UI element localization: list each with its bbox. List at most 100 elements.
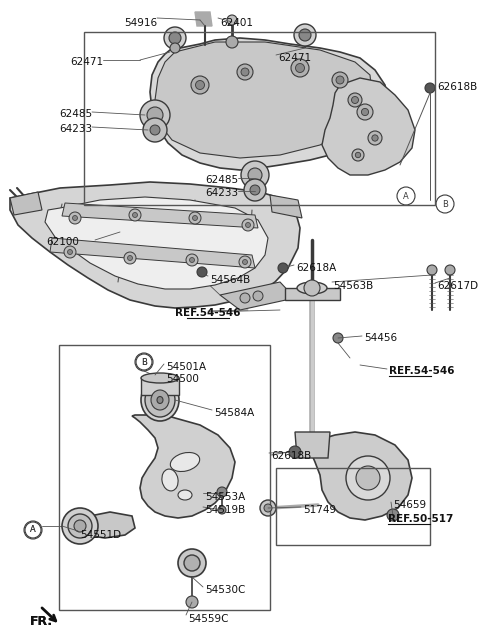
Circle shape <box>237 64 253 80</box>
Circle shape <box>291 59 309 77</box>
Text: 62100: 62100 <box>46 237 79 247</box>
Text: 62471: 62471 <box>70 57 103 67</box>
Bar <box>84 32 435 205</box>
Text: 64233: 64233 <box>205 188 238 198</box>
Circle shape <box>332 72 348 88</box>
Circle shape <box>240 293 250 303</box>
Circle shape <box>186 596 198 608</box>
Circle shape <box>245 222 251 227</box>
Circle shape <box>241 161 269 189</box>
Text: 54564B: 54564B <box>210 275 250 285</box>
Circle shape <box>368 131 382 145</box>
Circle shape <box>128 256 132 261</box>
Circle shape <box>289 446 301 458</box>
Text: 54551D: 54551D <box>80 530 121 540</box>
Polygon shape <box>50 238 255 268</box>
Polygon shape <box>322 78 415 175</box>
Circle shape <box>68 249 72 254</box>
Polygon shape <box>72 512 135 538</box>
Text: B: B <box>442 200 448 209</box>
Ellipse shape <box>141 379 179 421</box>
Polygon shape <box>10 192 42 215</box>
Text: FR.: FR. <box>30 615 53 628</box>
Text: 54659: 54659 <box>393 500 426 510</box>
Polygon shape <box>220 282 295 310</box>
Ellipse shape <box>178 490 192 500</box>
Circle shape <box>226 36 238 48</box>
Text: 54553A: 54553A <box>205 492 245 502</box>
Circle shape <box>140 100 170 130</box>
Text: REF.54-546: REF.54-546 <box>175 308 241 318</box>
Circle shape <box>169 32 181 44</box>
Circle shape <box>244 179 266 201</box>
Circle shape <box>74 520 86 532</box>
Polygon shape <box>155 42 372 158</box>
Circle shape <box>333 333 343 343</box>
Circle shape <box>69 212 81 224</box>
Polygon shape <box>45 197 268 289</box>
Polygon shape <box>195 12 212 26</box>
Circle shape <box>72 216 77 220</box>
Ellipse shape <box>145 383 175 417</box>
Text: 62618A: 62618A <box>296 263 336 273</box>
Circle shape <box>361 108 369 116</box>
Bar <box>276 468 430 545</box>
Circle shape <box>299 29 311 41</box>
Text: 54501A: 54501A <box>166 362 206 372</box>
Circle shape <box>170 43 180 53</box>
Ellipse shape <box>157 397 163 404</box>
Circle shape <box>355 152 360 158</box>
Circle shape <box>352 149 364 161</box>
Circle shape <box>147 107 163 123</box>
Circle shape <box>242 219 254 231</box>
Circle shape <box>445 265 455 275</box>
Polygon shape <box>141 378 179 395</box>
Text: A: A <box>30 526 36 535</box>
Circle shape <box>178 549 206 577</box>
Polygon shape <box>295 432 330 458</box>
Circle shape <box>197 267 207 277</box>
Circle shape <box>217 487 227 497</box>
Circle shape <box>264 504 272 512</box>
Circle shape <box>239 256 251 268</box>
Circle shape <box>241 68 249 76</box>
Circle shape <box>248 168 262 182</box>
Circle shape <box>260 500 276 516</box>
Circle shape <box>294 24 316 46</box>
Circle shape <box>191 76 209 94</box>
Ellipse shape <box>170 453 200 471</box>
Circle shape <box>427 265 437 275</box>
Text: 62617D: 62617D <box>437 281 478 291</box>
Text: 54584A: 54584A <box>214 408 254 418</box>
Circle shape <box>143 118 167 142</box>
Text: 62401: 62401 <box>220 18 253 28</box>
Bar <box>59 345 270 610</box>
Circle shape <box>346 456 390 500</box>
Polygon shape <box>10 182 300 308</box>
Text: 64233: 64233 <box>59 124 92 134</box>
Text: 62618B: 62618B <box>271 451 311 461</box>
Polygon shape <box>312 432 412 520</box>
Text: B: B <box>141 357 147 366</box>
Circle shape <box>336 76 344 84</box>
Polygon shape <box>62 203 258 228</box>
Circle shape <box>356 466 380 490</box>
Circle shape <box>304 280 320 296</box>
Circle shape <box>186 254 198 266</box>
Text: FR.: FR. <box>30 615 53 628</box>
Circle shape <box>372 135 378 141</box>
Text: B: B <box>141 357 147 366</box>
Circle shape <box>150 125 160 135</box>
Polygon shape <box>150 38 388 170</box>
Circle shape <box>296 64 304 73</box>
Text: 51749: 51749 <box>303 505 336 515</box>
Text: 54916: 54916 <box>124 18 157 28</box>
Circle shape <box>124 252 136 264</box>
Circle shape <box>218 506 226 514</box>
Polygon shape <box>132 415 235 518</box>
Text: 54500: 54500 <box>166 374 199 384</box>
Circle shape <box>348 93 362 107</box>
Ellipse shape <box>162 469 178 491</box>
Text: 54456: 54456 <box>364 333 397 343</box>
Ellipse shape <box>297 282 327 294</box>
